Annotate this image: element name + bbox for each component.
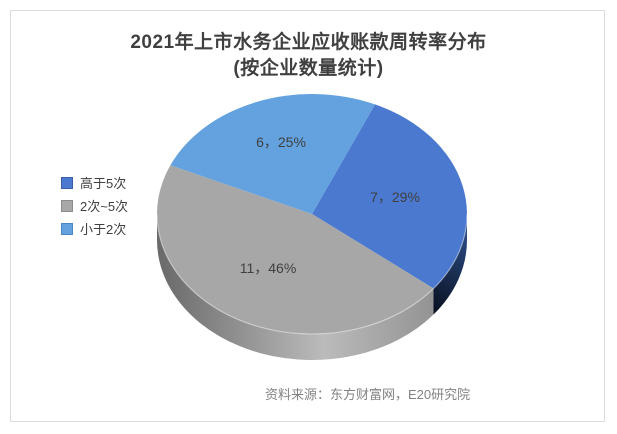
source-note: 资料来源：东方财富网，E20研究院 (265, 387, 471, 402)
legend-label: 2次~5次 (80, 199, 129, 214)
legend-swatch-below-2-times (61, 222, 73, 235)
legend-item-below-2-times: 小于2次 (61, 217, 128, 240)
chart-title: 2021年上市水务企业应收账款周转率分布 (130, 32, 487, 53)
legend-swatch-2-to-5-times (61, 199, 73, 212)
legend-label: 小于2次 (80, 222, 127, 237)
legend-swatch-above-5-times (61, 176, 73, 189)
legend-item-2-to-5-times: 2次~5次 (61, 194, 128, 217)
legend-label: 高于5次 (80, 176, 127, 191)
legend-item-above-5-times: 高于5次 (61, 171, 128, 194)
chart-subtitle: (按企业数量统计) (233, 58, 384, 79)
legend: 高于5次 2次~5次 小于2次 (61, 171, 128, 240)
pie-data-label-2-to-5-times: 11，46% (239, 260, 297, 276)
pie-data-label-above-5-times: 7，29% (370, 189, 420, 205)
pie-data-label-below-2-times: 6，25% (256, 134, 306, 150)
